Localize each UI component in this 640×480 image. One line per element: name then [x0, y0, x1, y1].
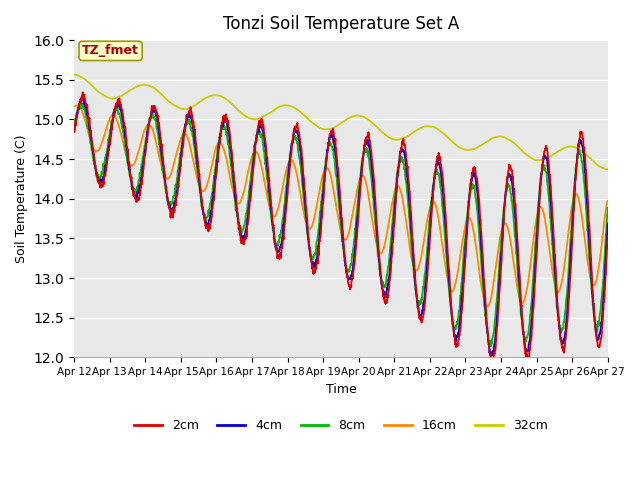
Legend: 2cm, 4cm, 8cm, 16cm, 32cm: 2cm, 4cm, 8cm, 16cm, 32cm [129, 414, 552, 437]
2cm [488, 360, 496, 365]
Line: 4cm: 4cm [74, 96, 608, 356]
X-axis label: Time: Time [326, 383, 356, 396]
8cm [297, 165, 305, 170]
4cm [604, 220, 612, 226]
4cm [79, 94, 87, 99]
16cm [297, 194, 305, 200]
16cm [374, 247, 382, 252]
4cm [317, 208, 325, 214]
16cm [74, 103, 81, 108]
4cm [308, 260, 316, 266]
32cm [308, 119, 316, 125]
2cm [374, 240, 382, 245]
16cm [112, 115, 120, 120]
8cm [374, 252, 382, 258]
16cm [70, 104, 78, 109]
8cm [308, 256, 316, 262]
Line: 16cm: 16cm [74, 106, 608, 307]
16cm [317, 177, 325, 183]
8cm [134, 184, 141, 190]
Title: Tonzi Soil Temperature Set A: Tonzi Soil Temperature Set A [223, 15, 459, 33]
32cm [317, 126, 325, 132]
2cm [308, 265, 316, 271]
8cm [317, 198, 325, 204]
Line: 32cm: 32cm [74, 74, 608, 169]
8cm [112, 107, 120, 113]
32cm [111, 95, 119, 101]
2cm [70, 129, 78, 135]
16cm [308, 223, 316, 229]
2cm [112, 104, 120, 110]
8cm [604, 205, 612, 211]
Y-axis label: Soil Temperature (C): Soil Temperature (C) [15, 134, 28, 263]
2cm [604, 233, 612, 239]
4cm [70, 128, 78, 134]
Line: 2cm: 2cm [74, 92, 608, 362]
32cm [604, 166, 612, 172]
16cm [134, 152, 141, 157]
8cm [487, 343, 495, 349]
4cm [374, 247, 382, 253]
2cm [134, 197, 141, 203]
4cm [134, 189, 141, 194]
2cm [79, 89, 86, 95]
16cm [483, 304, 491, 310]
8cm [70, 120, 78, 125]
2cm [317, 217, 325, 223]
32cm [133, 84, 141, 89]
32cm [374, 125, 381, 131]
4cm [112, 102, 120, 108]
16cm [604, 198, 612, 204]
2cm [297, 143, 305, 149]
8cm [77, 100, 84, 106]
Text: TZ_fmet: TZ_fmet [82, 44, 139, 58]
32cm [297, 109, 305, 115]
Line: 8cm: 8cm [74, 103, 608, 346]
4cm [297, 151, 305, 157]
4cm [488, 353, 495, 359]
32cm [70, 72, 78, 77]
